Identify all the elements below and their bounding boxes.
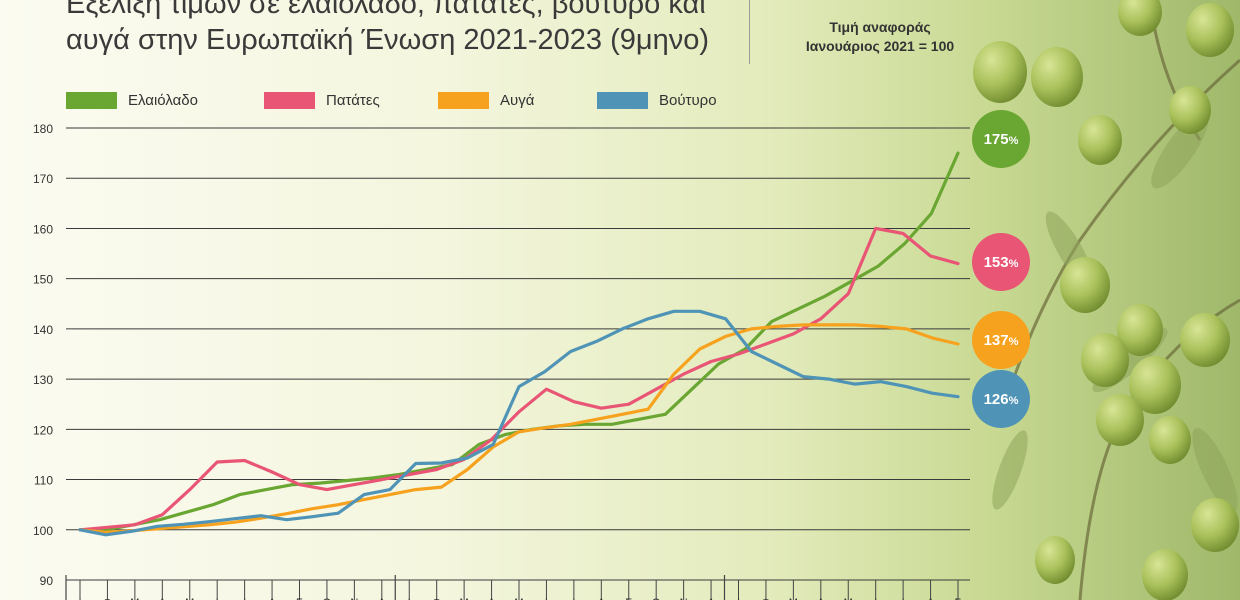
- legend-label-potatoes: Πατάτες: [326, 92, 380, 109]
- x-tick-label: Μ: [130, 597, 139, 600]
- series-lines: [78, 151, 960, 537]
- y-axis-tick-labels: 90 100 110 120 130 140 150 160 170 180: [33, 122, 53, 588]
- y-tick-label-120: 120: [33, 423, 53, 437]
- x-tick-label: Δ: [707, 597, 715, 600]
- x-axis: ΙΦΜΑΜΙΙΑΣΟΝΔΙΦΜΑΜΙΙΑΣΟΝΔΙΦΜΑΜΙΙΑΣ: [65, 575, 962, 600]
- end-value-badges: 175% 153% 137% 126%: [972, 110, 1030, 428]
- x-tick-label: Α: [159, 597, 167, 600]
- legend-swatch-eggs: [438, 92, 489, 109]
- x-tick-label: Ι: [243, 597, 246, 600]
- y-tick-label-140: 140: [33, 323, 53, 337]
- title-divider: [749, 0, 750, 64]
- end-badge-label-potatoes: 153%: [984, 254, 1019, 271]
- x-tick-label: Ι: [737, 597, 740, 600]
- legend-label-olive-oil: Ελαιόλαδο: [128, 92, 198, 109]
- x-tick-label: Σ: [625, 597, 632, 600]
- end-badge-butter: [972, 370, 1030, 428]
- x-tick-label: Α: [268, 597, 276, 600]
- y-tick-label-160: 160: [33, 222, 53, 236]
- y-tick-label-150: 150: [33, 273, 53, 287]
- end-badge-label-olive-oil: 175%: [984, 131, 1019, 148]
- x-tick-label: Μ: [789, 597, 798, 600]
- x-tick-label: Φ: [103, 597, 112, 600]
- x-tick-label: Δ: [378, 597, 386, 600]
- legend-label-butter: Βούτυρο: [659, 92, 717, 109]
- x-tick-label: Ο: [652, 597, 661, 600]
- x-tick-label: Ι: [216, 597, 219, 600]
- x-tick-label: Φ: [762, 597, 771, 600]
- x-tick-label: Φ: [432, 597, 441, 600]
- x-tick-label: Ι: [874, 597, 877, 600]
- x-tick-label: Ο: [323, 597, 332, 600]
- chart-title: Εξέλιξη τιμών σε ελαιόλαδο, πατάτες, βού…: [66, 0, 710, 56]
- x-tick-label: Ι: [545, 597, 548, 600]
- x-tick-label: Α: [817, 597, 825, 600]
- y-tick-label-170: 170: [33, 172, 53, 186]
- series-line-butter: [78, 309, 960, 537]
- y-tick-label-90: 90: [40, 574, 54, 588]
- y-tick-label-180: 180: [33, 122, 53, 136]
- y-tick-label-110: 110: [34, 474, 53, 488]
- legend-swatch-butter: [597, 92, 648, 109]
- x-tick-label: Ι: [408, 597, 411, 600]
- end-badge-eggs: [972, 311, 1030, 369]
- x-tick-label: Α: [598, 597, 606, 600]
- x-tick-label: Α: [927, 597, 935, 600]
- series-line-olive-oil: [78, 151, 960, 532]
- x-tick-label: Μ: [514, 597, 523, 600]
- x-tick-label: Μ: [185, 597, 194, 600]
- x-tick-label: Σ: [955, 597, 962, 600]
- x-tick-label: Ι: [902, 597, 905, 600]
- series-line-eggs: [78, 323, 960, 534]
- legend-swatch-olive-oil: [66, 92, 117, 109]
- x-tick-label: Μ: [844, 597, 853, 600]
- x-tick-label: Ι: [572, 597, 575, 600]
- y-tick-label-130: 130: [33, 373, 53, 387]
- x-tick-label: Ν: [350, 597, 358, 600]
- x-tick-label: Σ: [296, 597, 303, 600]
- x-tick-label: Ι: [78, 597, 81, 600]
- gridlines: [66, 127, 970, 581]
- legend-label-eggs: Αυγά: [500, 92, 535, 109]
- y-tick-label-100: 100: [33, 524, 53, 538]
- x-tick-label: Α: [488, 597, 496, 600]
- end-badge-label-butter: 126%: [984, 391, 1019, 408]
- x-tick-label: Μ: [460, 597, 469, 600]
- legend-swatch-potatoes: [264, 92, 315, 109]
- end-badge-potatoes: [972, 233, 1030, 291]
- x-tick-label: Ν: [680, 597, 688, 600]
- end-badge-olive-oil: [972, 110, 1030, 168]
- end-badge-label-eggs: 137%: [984, 332, 1019, 349]
- reference-note: Τιμή αναφοράς Ιανουάριος 2021 = 100: [805, 19, 955, 54]
